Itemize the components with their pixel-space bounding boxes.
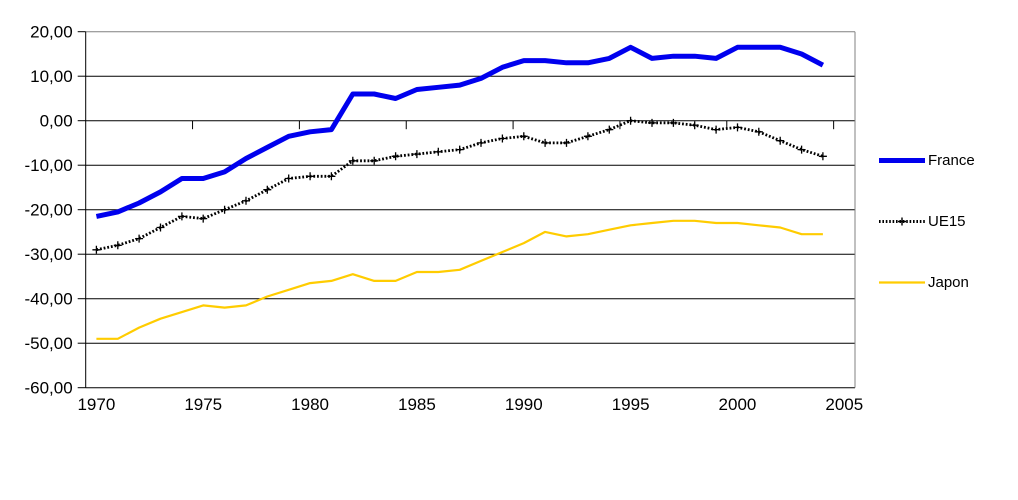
legend-swatch-ue15 [879, 217, 925, 226]
x-tick-label: 1980 [291, 395, 329, 414]
y-tick-label: 20,00 [30, 23, 73, 42]
legend-item-ue15: UE15 [878, 213, 966, 230]
x-tick-label: 2000 [719, 395, 757, 414]
y-tick-label: -30,00 [24, 245, 72, 264]
series-markers-ue15 [92, 116, 827, 254]
series-line-japon [96, 219, 823, 340]
x-tick-label: 1995 [612, 395, 650, 414]
x-tick-label: 1970 [77, 395, 115, 414]
legend-swatch-japon [879, 281, 925, 284]
x-tick-label: 1975 [184, 395, 222, 414]
y-tick-label: -50,00 [24, 334, 72, 353]
legend-label-japon: Japon [928, 274, 969, 291]
y-tick-label: -60,00 [24, 379, 72, 398]
series-line-ue15 [96, 119, 824, 252]
legend-item-france: France [878, 152, 975, 169]
y-tick-label: -10,00 [24, 156, 72, 175]
legend-swatch-france [879, 158, 925, 163]
legend-label-ue15: UE15 [928, 213, 966, 230]
legend-item-japon: Japon [878, 274, 969, 291]
x-tick-label: 2005 [825, 395, 863, 414]
x-tick-label: 1985 [398, 395, 436, 414]
y-tick-label: 0,00 [40, 112, 73, 131]
y-tick-label: -40,00 [24, 290, 72, 309]
series-line-france [95, 44, 825, 219]
y-tick-label: -20,00 [24, 201, 72, 220]
legend-label-france: France [928, 152, 975, 169]
y-tick-label: 10,00 [30, 67, 73, 86]
x-tick-label: 1990 [505, 395, 543, 414]
